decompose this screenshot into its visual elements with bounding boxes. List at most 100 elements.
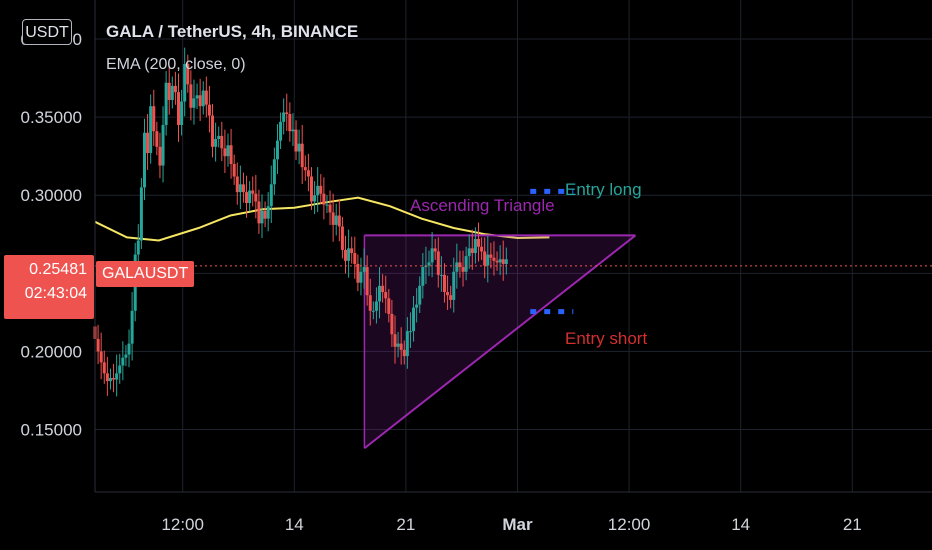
candle-body <box>180 101 184 125</box>
candle-body <box>467 248 471 257</box>
candle-body <box>452 271 456 300</box>
candle-body <box>504 259 508 264</box>
candle-body <box>211 115 215 147</box>
candle-body <box>433 248 437 252</box>
candle-body <box>260 210 264 224</box>
candle-body <box>257 201 261 224</box>
candle-body <box>325 204 329 206</box>
candle-body <box>201 90 205 107</box>
candle-body <box>142 132 146 188</box>
candle-body <box>347 248 351 261</box>
candle-body <box>371 310 375 312</box>
candle-body <box>328 204 332 213</box>
candle-body <box>408 331 412 333</box>
candle-body <box>378 285 382 302</box>
candle-body <box>297 143 301 152</box>
candle-body <box>461 267 465 272</box>
candle-body <box>340 226 344 250</box>
candle-body <box>480 246 484 252</box>
candle-body <box>449 295 453 300</box>
candle-body <box>492 257 496 261</box>
candle-body <box>303 167 307 171</box>
candle-body <box>96 338 100 352</box>
candle-body <box>130 310 134 344</box>
candle-body <box>384 292 388 299</box>
pattern-label: Ascending Triangle <box>410 196 555 215</box>
candle-body <box>356 263 360 283</box>
candle-body <box>309 176 313 202</box>
candle-body <box>155 131 159 147</box>
candle-body <box>158 146 162 166</box>
candle-body <box>105 373 109 382</box>
candle-body <box>337 215 341 227</box>
candle-body <box>455 262 459 272</box>
candle-body <box>173 85 177 93</box>
last-price-tag: 0.25481 02:43:04 <box>4 255 94 319</box>
candle-body <box>146 132 150 154</box>
candle-body <box>396 343 400 347</box>
candle-body <box>306 170 310 177</box>
candle-body <box>170 85 174 100</box>
candle-body <box>226 145 230 157</box>
candle-body <box>412 307 416 332</box>
candle-body <box>139 187 143 241</box>
candle-body <box>436 251 440 275</box>
candle-body <box>195 95 199 99</box>
candle-body <box>112 377 116 380</box>
candle-body <box>470 248 474 254</box>
candle-body <box>102 362 106 374</box>
candle-body <box>291 129 295 132</box>
y-tick-label: 0.20000 <box>21 342 82 361</box>
x-tick-label: 21 <box>396 515 415 534</box>
candle-body <box>136 240 140 255</box>
candle-body <box>446 292 450 296</box>
candle-body <box>365 267 369 296</box>
triangle-support-line <box>363 234 637 450</box>
candle-body <box>473 238 477 254</box>
candle-body <box>418 285 422 305</box>
candle-body <box>294 129 298 152</box>
candle-body <box>458 262 462 268</box>
candle-body <box>498 259 502 263</box>
candle-body <box>476 238 480 247</box>
candle-body <box>405 331 409 357</box>
candle-body <box>115 373 119 380</box>
candle-body <box>124 354 128 358</box>
candle-body <box>430 248 434 263</box>
candle-body <box>217 135 221 140</box>
candle-body <box>108 377 112 382</box>
candle-body <box>254 193 258 202</box>
x-tick-label: 21 <box>843 515 862 534</box>
ema-indicator-legend[interactable]: EMA (200, close, 0) <box>106 56 246 73</box>
candle-body <box>251 190 255 194</box>
candle-body <box>118 365 122 374</box>
candle-body <box>353 253 357 264</box>
candle-body <box>238 184 242 193</box>
candle-body <box>495 260 499 263</box>
entry-short-label: Entry short <box>565 329 647 348</box>
candle-body <box>241 184 245 193</box>
candle-body <box>189 84 193 108</box>
candle-body <box>121 357 125 366</box>
candle-body <box>390 313 394 335</box>
candle-body <box>152 106 156 132</box>
candle-body <box>272 159 276 185</box>
candle-body <box>285 112 289 115</box>
currency-selector[interactable]: USDT <box>22 19 72 45</box>
candle-body <box>282 112 286 122</box>
candle-body <box>161 124 165 166</box>
candle-body <box>402 349 406 357</box>
last-price-value: 0.25481 <box>29 261 87 278</box>
ascending-triangle-layer <box>363 234 637 450</box>
candles-layer <box>93 47 932 397</box>
candle-body <box>334 215 338 225</box>
candle-body <box>439 274 443 276</box>
candle-body <box>399 343 403 350</box>
candle-body <box>229 145 233 164</box>
chart-title: GALA / TetherUS, 4h, BINANCE <box>106 22 359 41</box>
candle-body <box>220 135 224 149</box>
candle-body <box>381 285 385 293</box>
candle-body <box>245 192 249 204</box>
candle-body <box>464 256 468 272</box>
